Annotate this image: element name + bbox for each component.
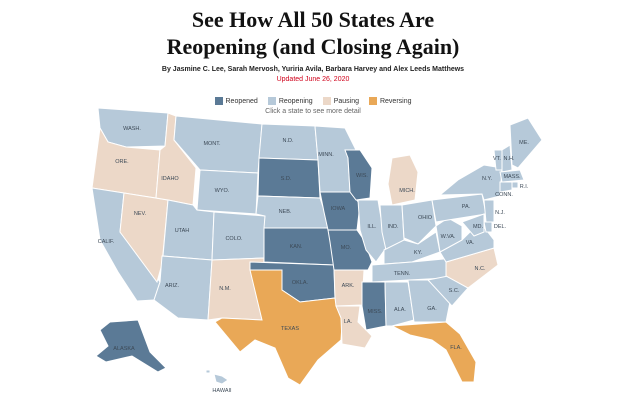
state-ri[interactable]: [511, 181, 519, 189]
state-mich[interactable]: [387, 154, 419, 206]
title-line-2: Reopening (and Closing Again): [166, 34, 460, 59]
page-title: See How All 50 States Are Reopening (and…: [0, 6, 626, 60]
legend: Reopened Reopening Pausing Reversing: [0, 97, 626, 105]
click-hint: Click a state to see more detail: [265, 108, 361, 115]
state-ny[interactable]: [438, 164, 503, 201]
legend-swatch-reopening: [267, 97, 276, 105]
legend-item-reversing: Reversing: [368, 97, 412, 105]
state-conn[interactable]: [499, 181, 513, 193]
state-mo[interactable]: [327, 229, 373, 271]
legend-label-reversing: Reversing: [379, 97, 412, 105]
legend-label-reopening: Reopening: [278, 97, 313, 105]
legend-item-reopening: Reopening: [267, 97, 313, 105]
state-nd[interactable]: [258, 123, 319, 161]
updated-timestamp: Updated June 26, 2020: [276, 76, 350, 83]
state-la[interactable]: [335, 305, 373, 349]
legend-label-pausing: Pausing: [333, 97, 359, 105]
state-miss[interactable]: [361, 281, 387, 331]
legend-swatch-pausing: [322, 97, 331, 105]
label-hawaii: HAWAII: [212, 388, 232, 394]
state-md[interactable]: [461, 213, 485, 237]
state-pa[interactable]: [431, 193, 487, 223]
label-ri: R.I.: [520, 184, 529, 190]
state-del[interactable]: [483, 221, 493, 233]
legend-swatch-reversing: [368, 97, 377, 105]
state-vt[interactable]: [493, 149, 503, 171]
byline: By Jasmine C. Lee, Sarah Mervosh, Yuriri…: [161, 66, 465, 73]
state-ariz[interactable]: [153, 255, 213, 321]
state-wyo[interactable]: [196, 169, 259, 215]
state-kan[interactable]: [263, 227, 335, 266]
state-ohio[interactable]: [401, 199, 437, 245]
legend-label-reopened: Reopened: [225, 97, 258, 105]
state-nh[interactable]: [501, 144, 513, 173]
state-fla[interactable]: [390, 321, 477, 383]
state-ill[interactable]: [357, 199, 387, 263]
title-line-1: See How All 50 States Are: [191, 7, 435, 32]
state-sd[interactable]: [257, 157, 321, 199]
state-ala[interactable]: [384, 281, 415, 327]
legend-item-pausing: Pausing: [322, 97, 359, 105]
state-wash[interactable]: [97, 107, 169, 148]
state-hawaii[interactable]: [205, 369, 229, 385]
state-colo[interactable]: [211, 211, 266, 261]
state-ark[interactable]: [333, 269, 365, 307]
state-ga[interactable]: [407, 279, 451, 323]
legend-item-reopened: Reopened: [214, 97, 258, 105]
state-wis[interactable]: [344, 149, 373, 201]
state-nj[interactable]: [483, 199, 495, 223]
state-me[interactable]: [509, 117, 543, 169]
legend-swatch-reopened: [214, 97, 223, 105]
state-neb[interactable]: [255, 195, 331, 229]
state-texas[interactable]: [214, 269, 344, 386]
label-del: DEL.: [494, 224, 507, 230]
state-alaska[interactable]: [95, 319, 167, 373]
label-nj: N.J.: [495, 210, 505, 216]
state-mass[interactable]: [499, 169, 525, 183]
